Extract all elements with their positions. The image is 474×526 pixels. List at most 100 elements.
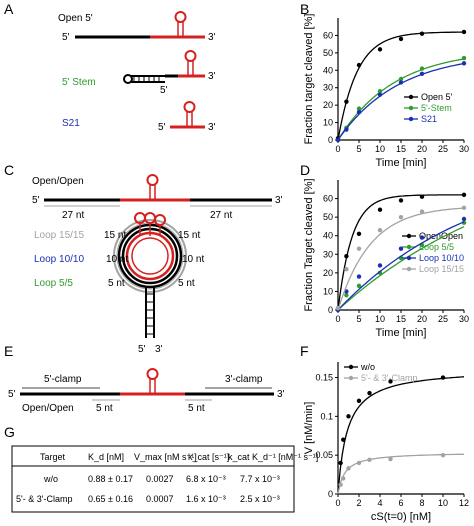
label-s21: S21 bbox=[62, 118, 80, 129]
data-point bbox=[398, 80, 404, 85]
c-nt-5: 5 nt bbox=[178, 278, 195, 289]
five-end-a3: 5' bbox=[158, 122, 166, 133]
c-nt-10: 10 nt bbox=[182, 254, 204, 265]
panel-letter-e: E bbox=[4, 343, 13, 359]
c-three: 3' bbox=[275, 195, 283, 206]
th-kcat: k_cat [s⁻¹] bbox=[188, 452, 229, 462]
td-target: w/o bbox=[43, 474, 58, 484]
x-tick-label: 20 bbox=[417, 144, 427, 154]
data-point bbox=[341, 437, 346, 442]
legend-marker bbox=[408, 116, 414, 122]
c-nt-10-left: 10 nt bbox=[106, 254, 128, 265]
x-tick-label: 2 bbox=[356, 498, 361, 508]
fit-line-0 bbox=[337, 376, 465, 495]
y-tick-label: 0 bbox=[328, 135, 333, 145]
legend-marker bbox=[348, 375, 354, 381]
c-red-hairpins bbox=[134, 212, 166, 236]
data-point bbox=[356, 274, 362, 279]
panel-letter-b: B bbox=[300, 1, 309, 17]
table-frame bbox=[11, 445, 295, 513]
y-tick-label: 50 bbox=[323, 48, 333, 58]
e-hairpin bbox=[146, 368, 159, 394]
data-point bbox=[388, 456, 393, 462]
data-point bbox=[344, 253, 349, 259]
th-target: Target bbox=[40, 452, 66, 462]
data-point bbox=[344, 266, 349, 272]
y-tick-label: 50 bbox=[323, 212, 333, 222]
x-tick-label: 10 bbox=[375, 144, 385, 154]
legend-marker bbox=[406, 255, 412, 261]
data-point bbox=[461, 55, 467, 61]
y-tick-label: 20 bbox=[323, 268, 333, 278]
y-tick-label: 0 bbox=[328, 489, 333, 499]
data-point bbox=[356, 62, 362, 68]
td-kcat: 6.8 x 10⁻³ bbox=[186, 474, 226, 484]
legend-marker bbox=[406, 266, 412, 272]
th-kcatkd: k_cat K_d⁻¹ [nM⁻¹ s⁻¹] bbox=[228, 452, 318, 462]
data-point bbox=[398, 76, 404, 82]
c-nt-left: 27 nt bbox=[62, 210, 84, 221]
y-tick-label: 10 bbox=[323, 286, 333, 296]
three-end-a2: 3' bbox=[208, 71, 216, 82]
c-stem-five: 5' bbox=[138, 344, 146, 355]
chart-d: 0 5 10 15 20 25 30 0 10 20 30 40 50 60 Time [min] Fract… bbox=[303, 178, 469, 339]
e-five: 5' bbox=[8, 389, 16, 400]
x-axis-label: cS(t=0) [nM] bbox=[371, 511, 431, 523]
panel-letter-g: G bbox=[4, 424, 15, 440]
data-point bbox=[419, 209, 425, 214]
data-point bbox=[419, 31, 425, 36]
x-tick-label: 15 bbox=[396, 314, 406, 324]
three-end-a1: 3' bbox=[208, 32, 216, 43]
panel-letter-d: D bbox=[300, 162, 310, 178]
data-point bbox=[419, 71, 425, 76]
x-tick-label: 12 bbox=[459, 498, 469, 508]
x-tick-label: 25 bbox=[438, 144, 448, 154]
legend-marker bbox=[406, 244, 412, 250]
x-tick-label: 20 bbox=[417, 314, 427, 324]
chart-f: 0 2 4 6 8 10 12 0 0.05 0.1 0.15 cS(t=0) [nM] V [nM/m… bbox=[303, 362, 469, 523]
td-vmax: 0.0027 bbox=[146, 474, 174, 484]
data-point bbox=[356, 398, 362, 404]
data-point bbox=[344, 99, 349, 104]
hairpin-a1 bbox=[174, 11, 187, 37]
legend-label: Loop 5/5 bbox=[419, 242, 454, 252]
x-tick-label: 25 bbox=[438, 314, 448, 324]
td-kcatkd: 2.5 x 10⁻³ bbox=[240, 494, 280, 504]
fit-line-0 bbox=[337, 194, 464, 311]
y-axis-label: Fraction target cleaved [%] bbox=[303, 14, 315, 145]
y-tick-label: 30 bbox=[323, 83, 333, 93]
legend-label: w/o bbox=[360, 362, 375, 372]
y-tick-label: 0 bbox=[328, 305, 333, 315]
legend-label: OpenOpen bbox=[419, 231, 463, 241]
x-tick-label: 30 bbox=[459, 144, 469, 154]
data-point bbox=[377, 227, 383, 233]
x-tick-label: 4 bbox=[377, 498, 382, 508]
legend-label: S21 bbox=[421, 114, 437, 124]
three-end-a3: 3' bbox=[208, 122, 216, 133]
hairpin-a3 bbox=[183, 101, 196, 127]
hairpin-a2 bbox=[184, 50, 197, 76]
c-title: Open/Open bbox=[32, 176, 84, 187]
legend-marker bbox=[408, 94, 414, 100]
legend-label: Loop 15/15 bbox=[419, 264, 464, 274]
chart-b: 0 5 10 15 20 25 30 0 10 20 30 40 50 60 Time [min] Fract… bbox=[303, 14, 469, 169]
data-point bbox=[335, 137, 341, 143]
table-row-1: w/o 0.88 ± 0.17 0.0027 6.8 x 10⁻³ 7.7 x … bbox=[43, 474, 280, 484]
e-title: Open/Open bbox=[22, 403, 74, 414]
panel-letter-c: C bbox=[4, 162, 14, 178]
x-tick-label: 10 bbox=[375, 314, 385, 324]
y-tick-label: 40 bbox=[323, 65, 333, 75]
legend-marker bbox=[406, 233, 412, 239]
data-point bbox=[346, 466, 351, 471]
e-clamp5: 5'-clamp bbox=[44, 374, 82, 385]
y-axis-label: Fraction Target cleaved [%] bbox=[303, 178, 315, 311]
data-point bbox=[356, 246, 362, 251]
data-point bbox=[398, 198, 404, 203]
e-three: 3' bbox=[277, 389, 285, 400]
data-point bbox=[377, 263, 383, 268]
c-nt-15-left: 15 nt bbox=[104, 230, 126, 241]
data-point bbox=[356, 106, 362, 111]
five-end-a1: 5' bbox=[62, 32, 70, 43]
data-point bbox=[335, 305, 341, 311]
table-row-2: 5'- & 3'-Clamp 0.65 ± 0.16 0.0007 1.6 x … bbox=[16, 494, 280, 504]
